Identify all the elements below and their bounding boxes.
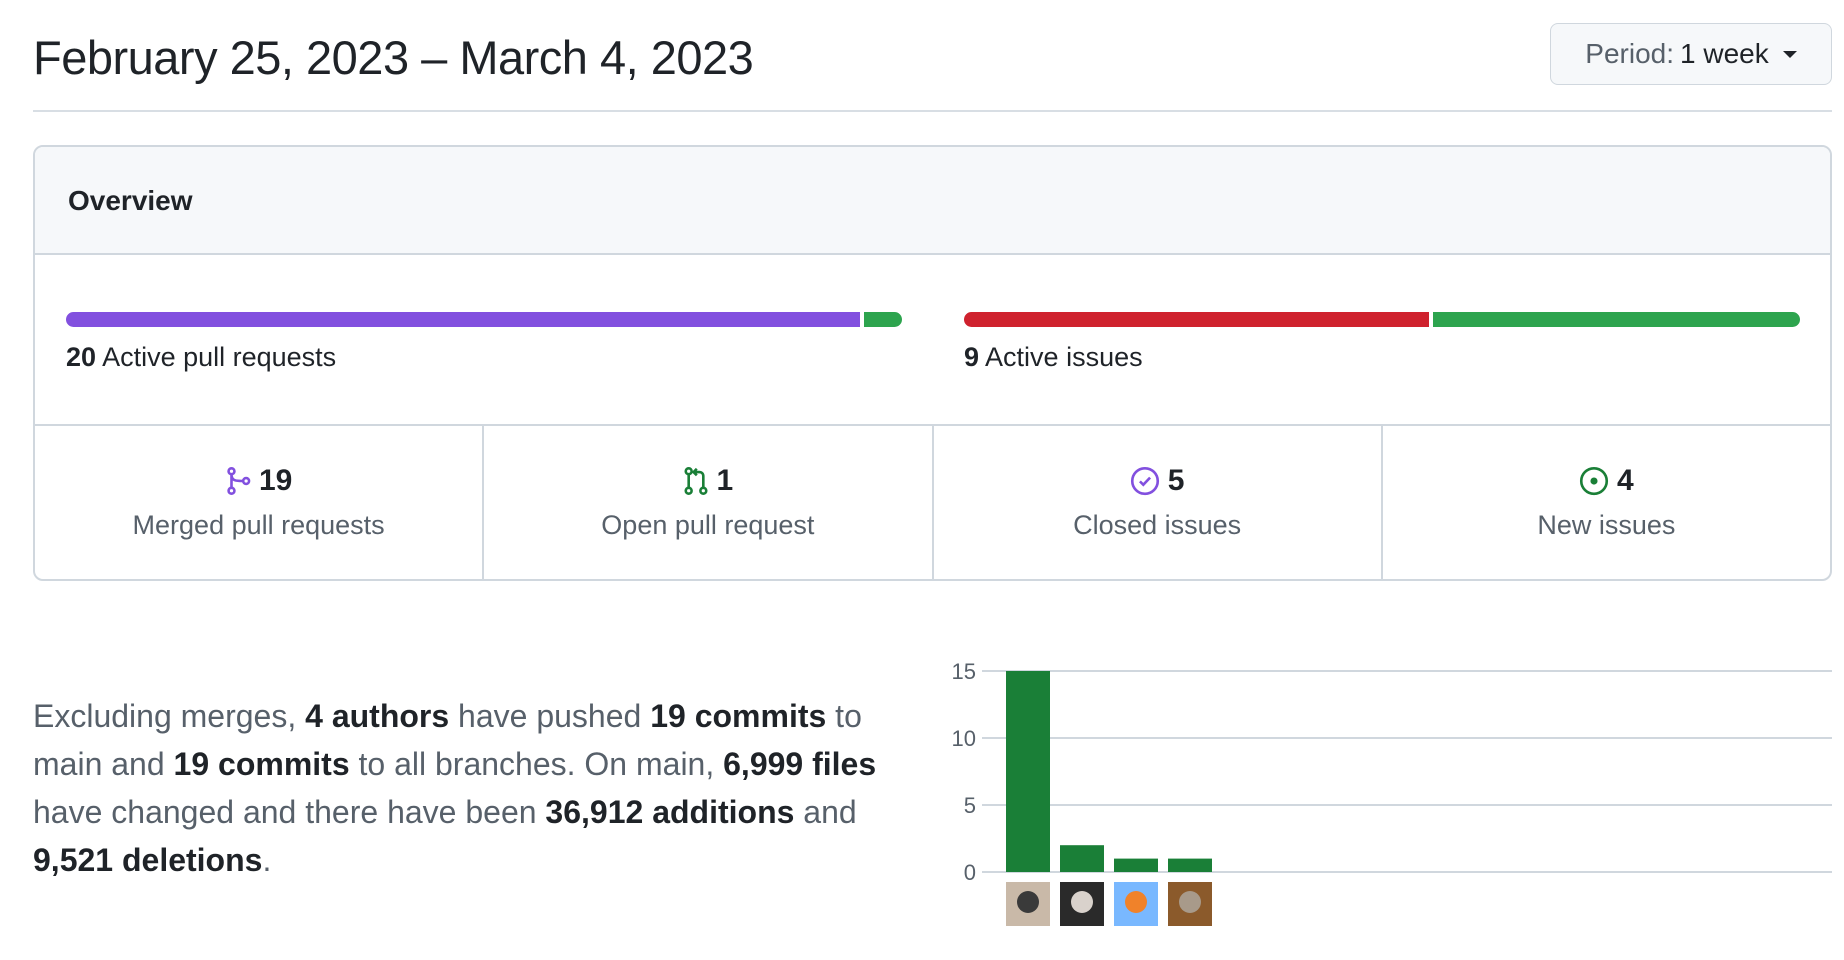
active-issues-label: Active issues bbox=[985, 342, 1143, 372]
stat-closed-issues[interactable]: 5 Closed issues bbox=[934, 426, 1383, 579]
stat-merged-pull-requests[interactable]: 19 Merged pull requests bbox=[35, 426, 485, 579]
avatar-face bbox=[1017, 891, 1039, 913]
closed-segment bbox=[964, 312, 1429, 327]
commit-summary: Excluding merges, 4 authors have pushed … bbox=[33, 698, 877, 878]
period-dropdown[interactable]: Period: 1 week bbox=[1550, 23, 1832, 85]
authors-link[interactable]: 4 authors bbox=[305, 698, 450, 734]
bar bbox=[1060, 845, 1104, 872]
commits-all: 19 commits bbox=[173, 746, 350, 782]
avatar-face bbox=[1071, 891, 1093, 913]
y-tick-label: 0 bbox=[964, 860, 976, 885]
stat-value: 4 bbox=[1617, 464, 1634, 497]
active-issues-count: 9 bbox=[964, 342, 980, 372]
commits-main: 19 commits bbox=[650, 698, 827, 734]
caret-down-icon bbox=[1782, 50, 1797, 58]
stats-row: 19 Merged pull requests 1 Open pull requ… bbox=[35, 424, 1830, 579]
pull-requests-progress-bar bbox=[66, 312, 902, 327]
avatar-face bbox=[1179, 891, 1201, 913]
period-value: 1 week bbox=[1680, 38, 1769, 69]
deletions-count: 9,521 bbox=[33, 842, 114, 878]
bar bbox=[1114, 858, 1158, 872]
overview-title: Overview bbox=[68, 185, 193, 216]
stat-new-issues[interactable]: 4 New issues bbox=[1383, 426, 1830, 579]
y-tick-label: 5 bbox=[964, 793, 976, 818]
issues-progress-bar bbox=[964, 312, 1800, 327]
bar bbox=[1168, 858, 1212, 872]
additions-count: 36,912 bbox=[545, 794, 644, 830]
avatar-face bbox=[1125, 891, 1147, 913]
new-segment bbox=[1432, 312, 1800, 327]
bar bbox=[1006, 671, 1050, 872]
divider bbox=[33, 110, 1832, 112]
issue-opened-icon bbox=[1579, 466, 1609, 496]
stat-value: 5 bbox=[1167, 464, 1185, 497]
stat-open-pull-request[interactable]: 1 Open pull request bbox=[484, 426, 934, 579]
stat-label: Closed issues bbox=[1073, 510, 1242, 540]
active-pull-requests[interactable]: 20 Active pull requests bbox=[66, 342, 336, 373]
active-pr-label: Active pull requests bbox=[102, 342, 337, 372]
overview-header: Overview bbox=[35, 147, 1830, 255]
issue-closed-icon bbox=[1130, 466, 1159, 496]
files-changed: 6,999 files bbox=[723, 746, 877, 782]
active-issues[interactable]: 9 Active issues bbox=[964, 342, 1143, 373]
merged-segment bbox=[66, 312, 861, 327]
active-pr-count: 20 bbox=[66, 342, 97, 372]
stat-value: 19 bbox=[258, 464, 293, 497]
commits-by-author-chart: 0 5 10 15 bbox=[952, 659, 1832, 926]
y-tick-label: 10 bbox=[952, 726, 976, 751]
git-merge-icon bbox=[227, 467, 251, 495]
period-label: Period: bbox=[1585, 38, 1674, 69]
y-tick-label: 15 bbox=[952, 659, 976, 684]
stat-label: New issues bbox=[1537, 510, 1676, 540]
git-pull-request-icon bbox=[683, 467, 708, 495]
page-title: February 25, 2023 – March 4, 2023 bbox=[33, 31, 754, 84]
open-segment bbox=[864, 312, 902, 327]
overview-box: Overview 20 Active pull requests 9 Activ… bbox=[33, 145, 1832, 581]
stat-label: Merged pull requests bbox=[132, 510, 385, 540]
stat-label: Open pull request bbox=[601, 510, 815, 540]
stat-value: 1 bbox=[716, 464, 734, 497]
